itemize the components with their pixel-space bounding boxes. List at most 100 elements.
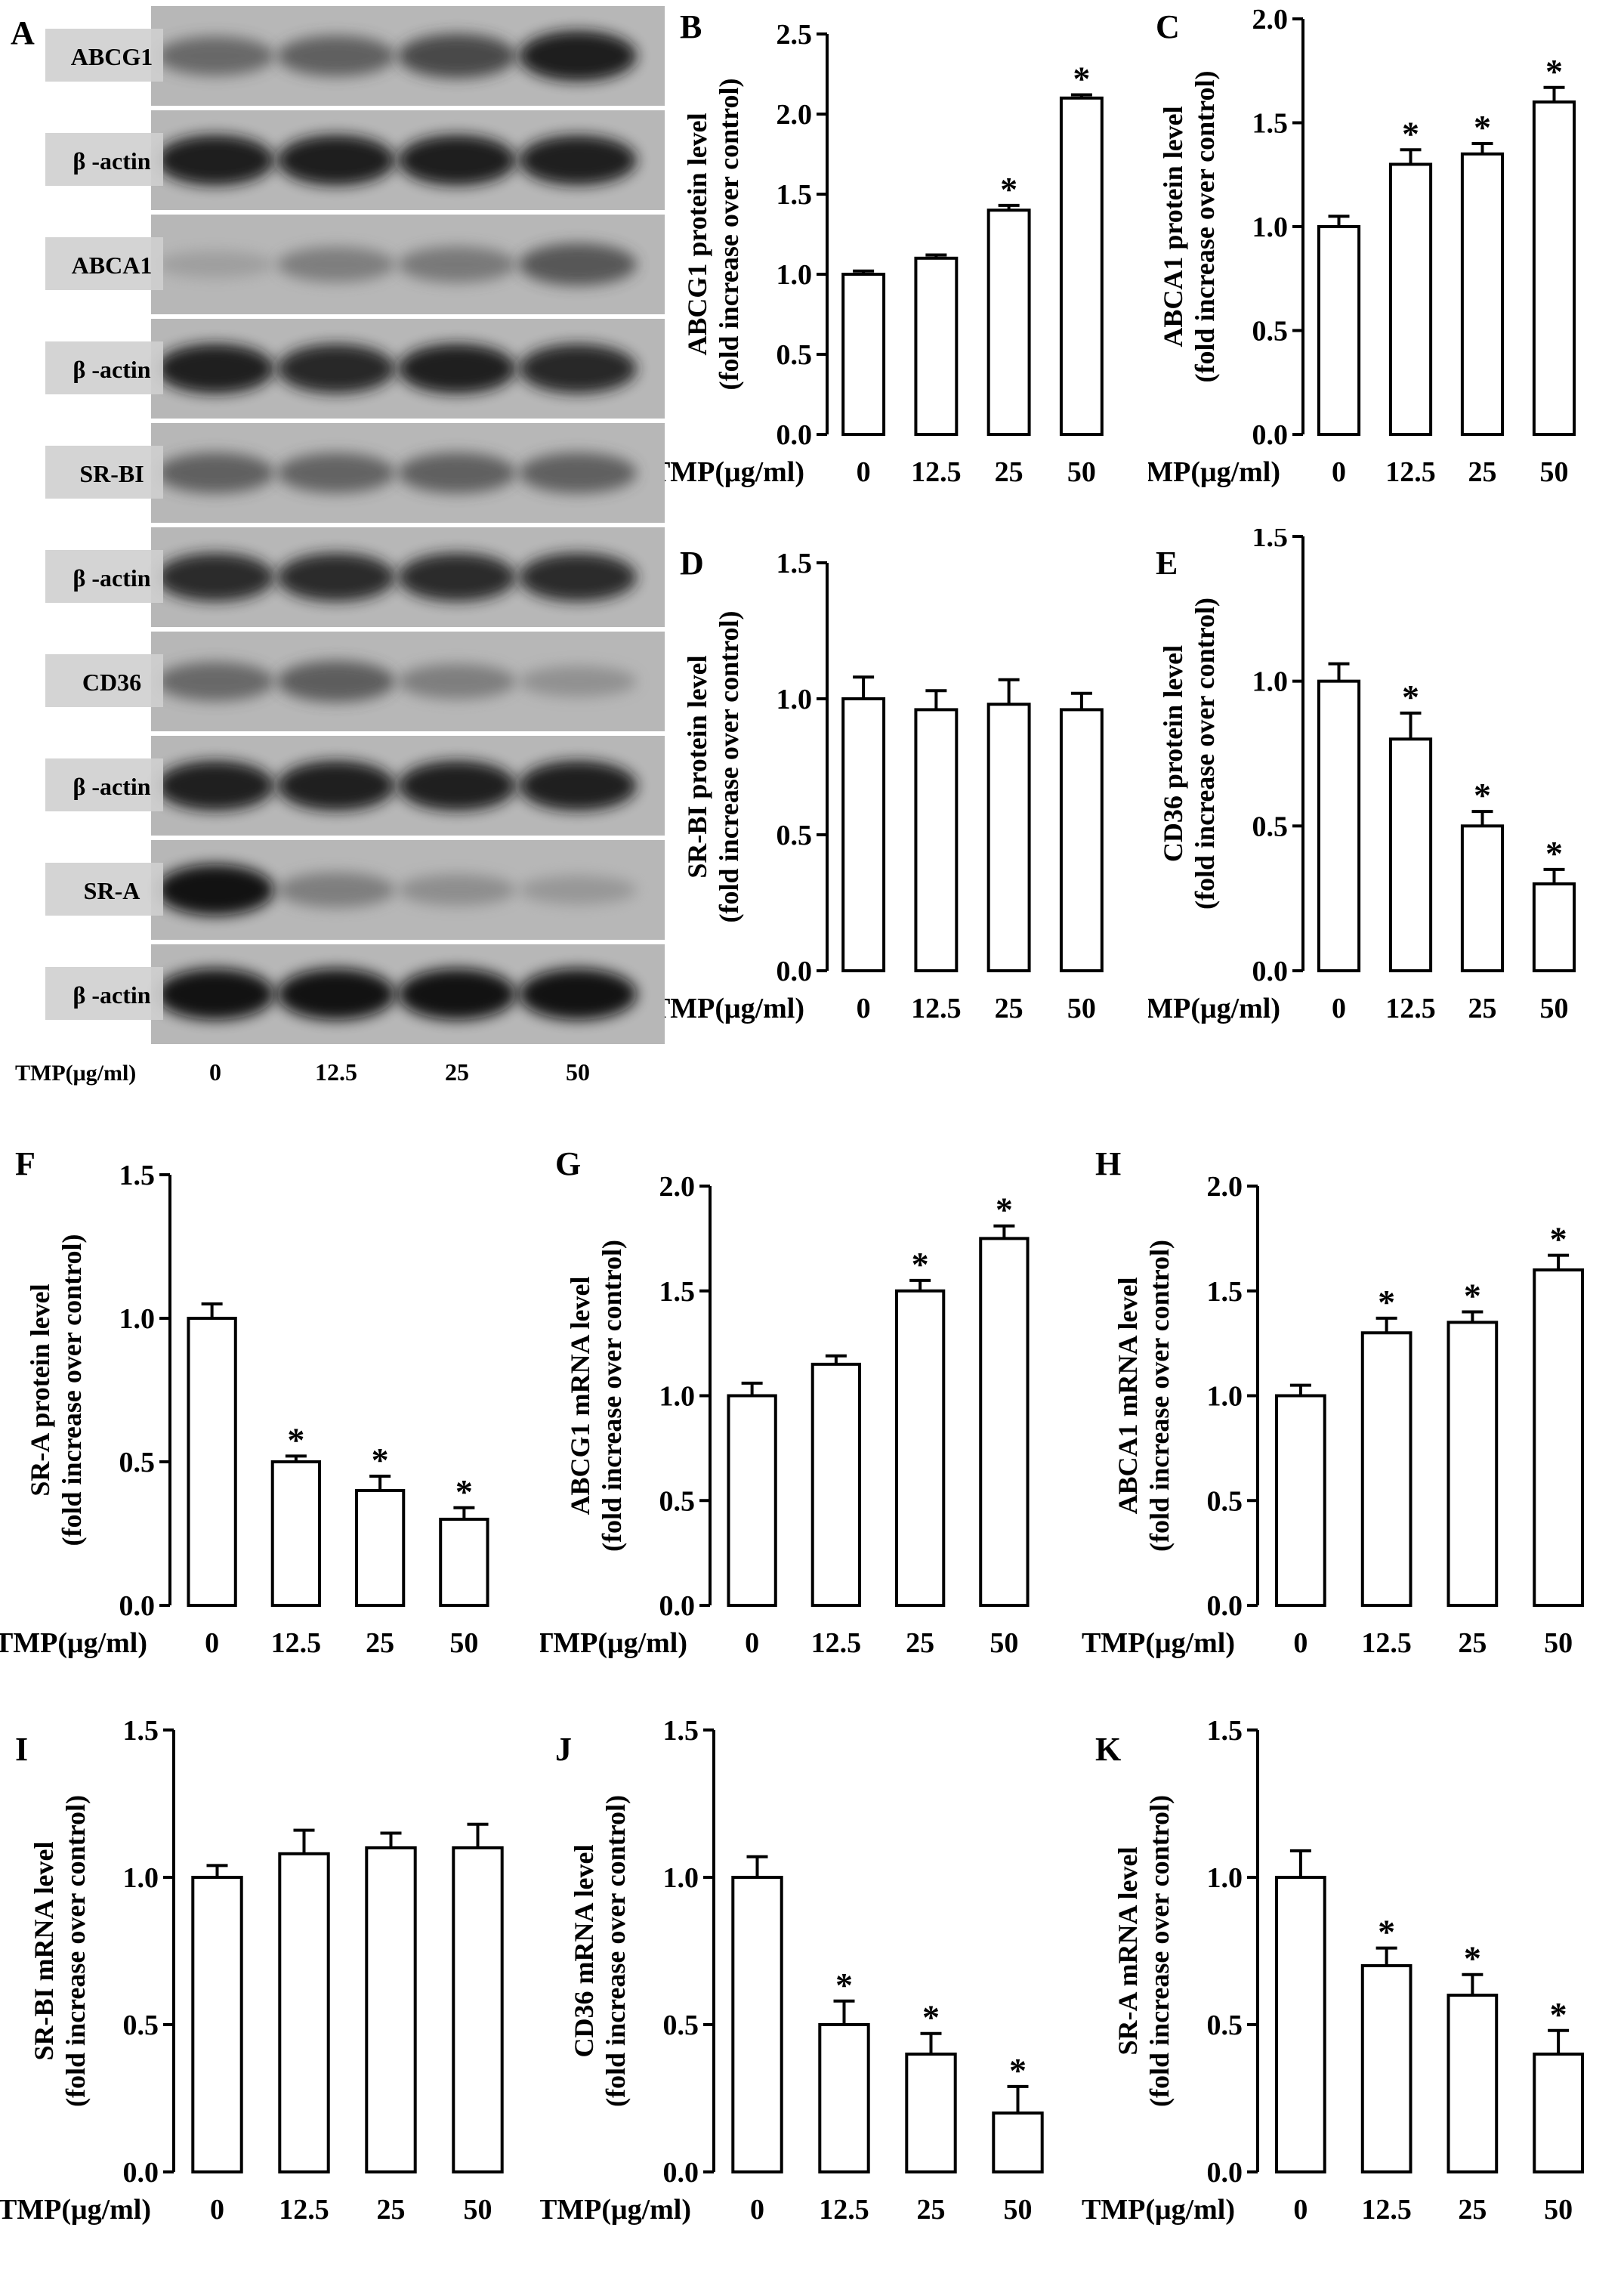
blot-band: [277, 344, 395, 394]
blot-band: [398, 246, 516, 283]
bar: [1059, 96, 1104, 437]
significance-marker: *: [1073, 60, 1090, 98]
y-tick-label: 1.0: [1252, 666, 1289, 698]
blot-row-label: β -actin: [73, 773, 150, 800]
x-tick-label: 12.5: [911, 456, 962, 488]
x-tick-label: 50: [1067, 456, 1096, 488]
significance-marker: *: [287, 1420, 304, 1459]
significance-marker: *: [922, 1998, 940, 2037]
x-tick-label: 0: [857, 456, 871, 488]
y-tick-label: 1.5: [1207, 1715, 1243, 1747]
blot-lane-label: 12.5: [315, 1058, 357, 1086]
significance-marker: *: [1474, 776, 1491, 814]
blot-band: [277, 246, 395, 283]
blot-row: ABCA1: [45, 215, 665, 314]
blot-row-label: ABCG1: [71, 43, 153, 70]
y-tick-label: 2.5: [776, 19, 813, 51]
significance-marker: *: [1550, 1220, 1567, 1259]
bar: [1532, 882, 1576, 972]
blot-band: [156, 251, 274, 278]
blot-band: [156, 761, 274, 811]
x-tick-label: 12.5: [1361, 1627, 1412, 1659]
blot-band: [519, 875, 637, 905]
blot-band: [519, 30, 637, 82]
x-tick-label: 12.5: [1385, 993, 1436, 1024]
chart-panel-k: K 0.0 0.5 1.0 1.5 SR-A mRNA level (fold increa…: [1082, 1715, 1584, 2226]
y-tick-label: 0.5: [1207, 1485, 1243, 1517]
bar: [1275, 1394, 1326, 1607]
significance-marker: *: [996, 1191, 1013, 1229]
bar: [278, 1852, 330, 2174]
chart-panel-e: E 0.0 0.5 1.0 1.5 CD36 protein level (fold inc…: [1148, 529, 1576, 1024]
bar: [365, 1846, 417, 2173]
bar: [1388, 737, 1433, 972]
blot-row: SR-BI: [45, 423, 665, 523]
y-tick-label: 0.0: [123, 2157, 159, 2189]
bar: [914, 708, 959, 972]
blot-band: [156, 344, 274, 394]
blot-band: [156, 134, 274, 186]
blot-band: [519, 243, 637, 286]
bar: [270, 1460, 322, 1607]
bar: [1460, 824, 1505, 973]
y-tick-label: 0.5: [663, 2010, 699, 2041]
y-tick-label: 1.5: [119, 1160, 156, 1191]
blot-label-bg: [45, 341, 163, 394]
bar: [986, 209, 1031, 436]
significance-marker: *: [1474, 108, 1491, 147]
x-tick-label: 25: [377, 2194, 406, 2226]
x-tick-label: 0: [745, 1627, 759, 1659]
blot-row: CD36: [45, 632, 665, 731]
x-axis-prefix: TMP(μg/ml): [1148, 456, 1280, 488]
blot-row: β -actin: [45, 944, 665, 1044]
x-axis-prefix: TMP(μg/ml): [665, 993, 804, 1024]
y-axis-label: (fold increase over control): [60, 1795, 91, 2107]
y-tick-label: 2.0: [776, 99, 813, 131]
y-tick-label: 0.5: [1252, 316, 1289, 348]
blot-band: [398, 663, 516, 700]
x-tick-label: 50: [1540, 993, 1569, 1024]
y-axis-label: CD36 protein level: [1158, 645, 1188, 862]
blot-label-bg: [45, 133, 163, 186]
bar: [979, 1237, 1030, 1607]
panel-label: I: [15, 1731, 28, 1768]
y-axis-label: (fold increase over control): [714, 79, 744, 391]
x-tick-label: 50: [1004, 2194, 1033, 2226]
significance-marker: *: [1000, 170, 1017, 209]
blot-row: ABCG1: [45, 6, 665, 106]
blot-band: [277, 761, 395, 811]
x-tick-label: 0: [750, 2194, 764, 2226]
x-tick-label: 50: [990, 1627, 1018, 1659]
y-tick-label: 1.0: [659, 1381, 696, 1413]
y-axis-label: (fold increase over control): [1190, 71, 1220, 383]
blot-band: [398, 968, 516, 1020]
panel-label: E: [1156, 545, 1178, 582]
panel-label: B: [680, 8, 702, 45]
blot-band: [277, 872, 395, 908]
x-tick-label: 50: [464, 2194, 492, 2226]
chart-panel-c: C 0.0 0.5 1.0 1.5 2.0 ABCA1 protein level (fold…: [1148, 4, 1576, 488]
significance-marker: *: [1550, 1995, 1567, 2034]
panel-label: H: [1095, 1145, 1121, 1182]
bar: [894, 1289, 946, 1607]
blot-band: [519, 553, 637, 601]
blot-band: [156, 864, 274, 916]
x-axis-prefix: TMP(μg/ml): [1082, 2194, 1235, 2226]
x-tick-label: 25: [366, 1627, 394, 1659]
y-tick-label: 1.5: [1252, 108, 1289, 140]
y-tick-label: 2.0: [659, 1171, 696, 1203]
blot-band: [156, 553, 274, 601]
bar: [1532, 100, 1576, 436]
blot-row-label: SR-BI: [79, 460, 144, 487]
bar: [1388, 162, 1433, 436]
blot-row: SR-A: [45, 840, 665, 940]
y-tick-label: 1.5: [776, 179, 813, 211]
bar: [354, 1489, 406, 1607]
x-tick-label: 0: [1332, 993, 1346, 1024]
blot-row: β -actin: [45, 110, 665, 210]
bar: [986, 703, 1031, 972]
blot-label-bg: [45, 654, 163, 707]
blot-band: [519, 453, 637, 493]
x-tick-label: 25: [1458, 2194, 1487, 2226]
panel-label: C: [1156, 8, 1180, 45]
